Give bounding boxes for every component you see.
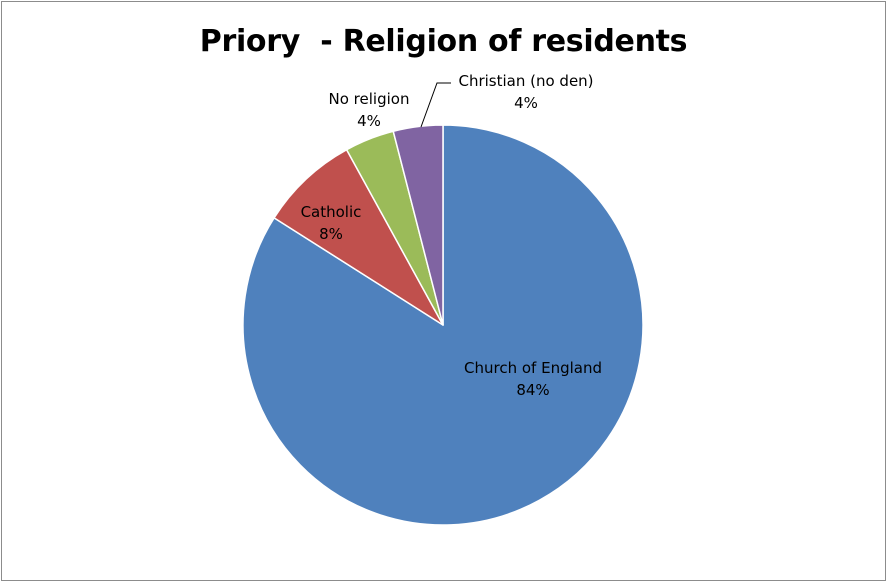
slice-label: Church of England <box>464 359 602 377</box>
slice-percent-label: 8% <box>319 225 343 243</box>
leader-line <box>420 82 451 128</box>
slice-percent-label: 4% <box>357 112 381 130</box>
chart-title: Priory - Religion of residents <box>199 24 688 59</box>
pie-slices <box>242 124 644 526</box>
pie-slice-christian-no-den <box>392 124 444 326</box>
leader-lines <box>420 82 451 128</box>
slice-label: No religion <box>329 90 410 108</box>
slice-label: Christian (no den) <box>458 72 593 90</box>
slice-percent-label: 84% <box>516 381 549 399</box>
slice-percent-label: 4% <box>514 94 538 112</box>
pie-slice-catholic <box>273 148 444 326</box>
slice-label: Catholic <box>301 203 362 221</box>
slice-labels: Church of England 84% Catholic 8% No religio… <box>301 72 602 399</box>
